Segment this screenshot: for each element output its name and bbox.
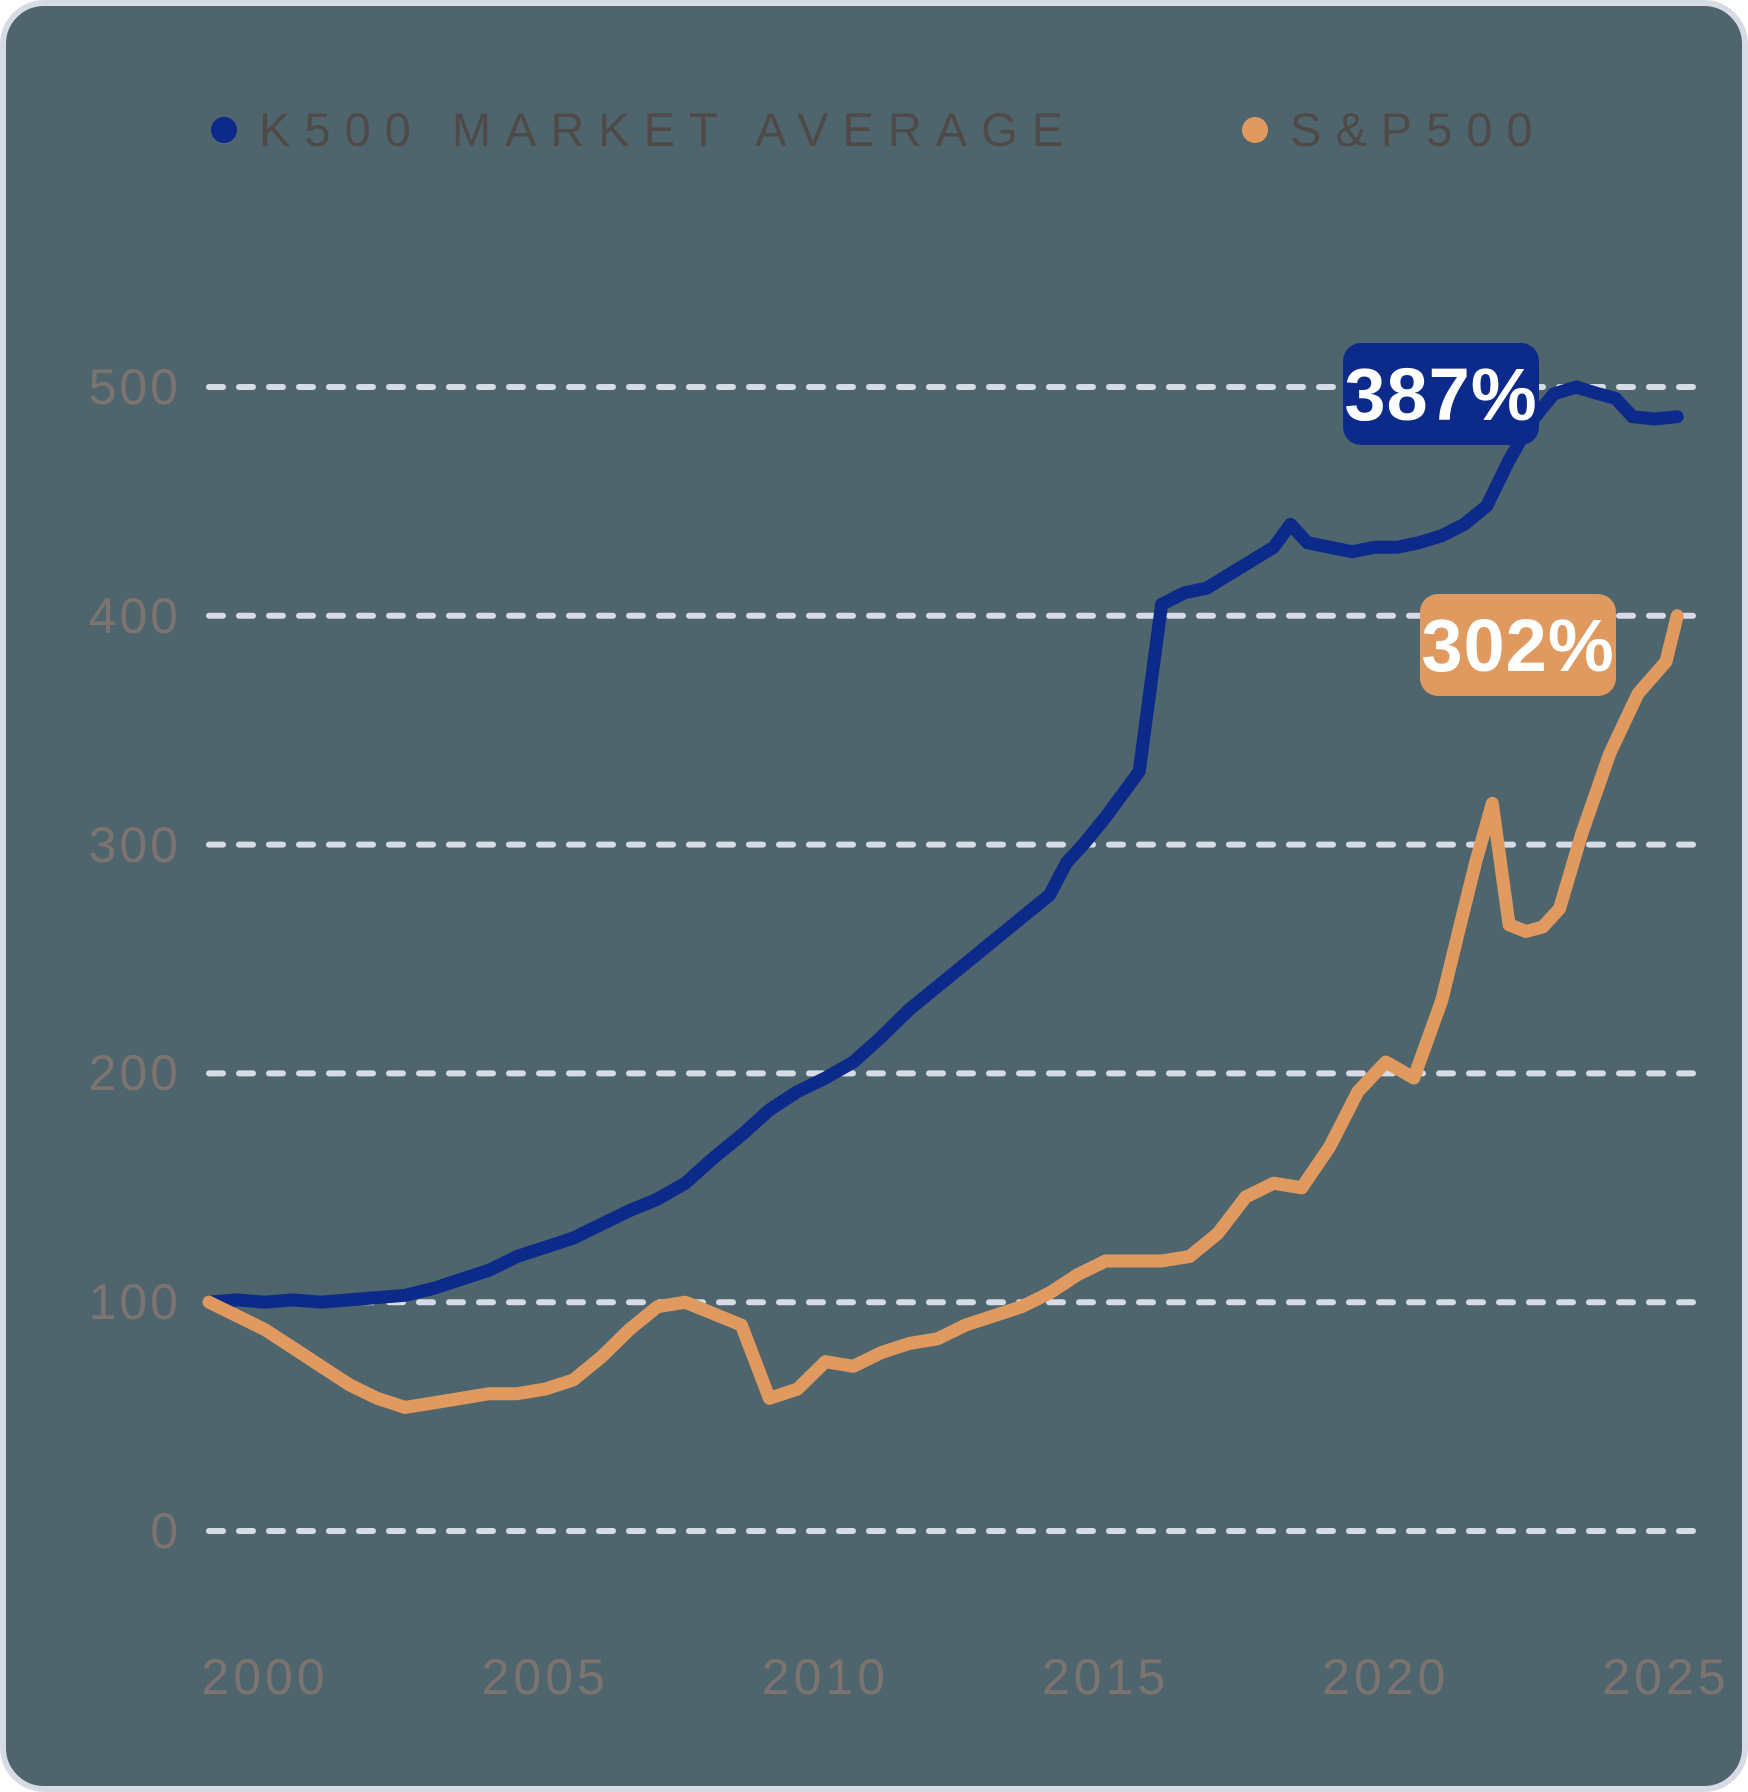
y-axis-tick-label: 500 (88, 359, 181, 415)
y-axis-tick-label: 0 (150, 1503, 181, 1559)
x-axis-tick-label: 2025 (1602, 1649, 1730, 1705)
grid-lines (206, 384, 1697, 1534)
legend-item-sp500[interactable]: S&P500 (1242, 102, 1546, 157)
x-axis-tick-label: 2010 (761, 1649, 890, 1705)
chart-legend: K500 MARKET AVERAGE S&P500 (211, 102, 1547, 157)
legend-dot-icon-k500 (211, 116, 237, 143)
legend-item-k500[interactable]: K500 MARKET AVERAGE (211, 102, 1077, 157)
series-line-k500 (202, 380, 1684, 1309)
legend-label-sp500: S&P500 (1290, 103, 1547, 156)
series-lines (202, 380, 1684, 1414)
y-axis: 0 100 200 300 400 500 (6, 6, 181, 1786)
x-axis-tick-label: 2000 (201, 1649, 329, 1705)
callout-badge-k500[interactable]: 387% (1343, 343, 1539, 445)
x-axis-tick-label: 2015 (1041, 1649, 1170, 1705)
callout-badge-sp500[interactable]: 302% (1420, 594, 1616, 696)
legend-label-k500: K500 MARKET AVERAGE (259, 103, 1078, 156)
x-axis-tick-label: 2020 (1322, 1649, 1450, 1705)
chart-plot (202, 380, 1697, 1534)
y-axis-tick-label: 100 (88, 1274, 181, 1331)
y-axis-tick-label: 400 (88, 587, 181, 644)
y-axis-tick-label: 300 (88, 816, 181, 873)
x-axis-tick-label: 2005 (481, 1649, 609, 1705)
series-line-sp500 (202, 609, 1684, 1414)
legend-dot-icon-sp500 (1242, 116, 1269, 143)
y-axis-tick-label: 200 (88, 1045, 181, 1102)
